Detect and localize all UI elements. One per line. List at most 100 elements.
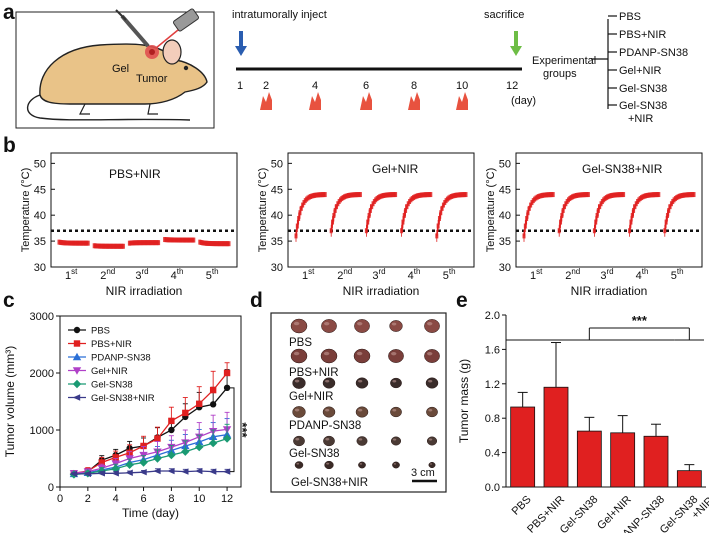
temp-series-line bbox=[129, 241, 159, 244]
x-tick-label: 10 bbox=[193, 493, 205, 505]
temp-series-line bbox=[436, 193, 466, 237]
x-tick-label: 2nd bbox=[100, 267, 115, 282]
gel-spot bbox=[149, 49, 155, 55]
temp-series-line bbox=[94, 245, 124, 248]
tumor-specimen bbox=[321, 319, 337, 333]
laser-icon bbox=[309, 92, 321, 110]
timeline-days: 1 2 4 6 8 10 12 bbox=[237, 80, 518, 92]
sacrifice-arrow-icon bbox=[510, 46, 522, 56]
x-tick-base: 3 bbox=[135, 270, 141, 282]
tumor-highlight bbox=[392, 380, 397, 383]
y-axis-label: Tumor volume (mm³) bbox=[3, 346, 17, 458]
x-tick-label: 1st bbox=[530, 267, 543, 282]
tumor-specimen bbox=[355, 406, 369, 418]
chart-annotation: Gel+NIR bbox=[372, 162, 419, 176]
syringe-plunger bbox=[115, 9, 127, 21]
laser-icon bbox=[360, 92, 372, 110]
y-tick-label: 45 bbox=[499, 184, 511, 196]
photo-row-label: Gel-SN38 bbox=[289, 448, 340, 460]
tumor-highlight bbox=[358, 408, 363, 412]
legend-label: PBS bbox=[91, 326, 110, 337]
group-label: PDANP-SN38 bbox=[619, 47, 688, 59]
group-label: Gel-SN38 +NIR bbox=[619, 100, 667, 125]
y-tick-label: 35 bbox=[271, 236, 283, 248]
tumor-highlight bbox=[325, 379, 330, 383]
y-tick-label: 0.4 bbox=[485, 448, 500, 460]
marker-point bbox=[111, 470, 119, 477]
x-tick-label: 4th bbox=[636, 267, 649, 282]
significance-label: *** bbox=[235, 422, 250, 438]
marker-point bbox=[168, 426, 175, 434]
tumor-highlight bbox=[325, 438, 330, 441]
x-tick-sup: th bbox=[677, 267, 684, 276]
series-gel-sn38-nir bbox=[69, 467, 231, 478]
tumor-highlight bbox=[393, 463, 397, 465]
tumor-specimen bbox=[322, 377, 336, 389]
y-tick-label: 40 bbox=[34, 210, 46, 222]
mouse-eye bbox=[183, 65, 189, 71]
y-tick-label: 0.8 bbox=[485, 413, 500, 425]
marker-point bbox=[208, 468, 217, 475]
x-tick-base: 1 bbox=[302, 270, 308, 282]
x-tick-sup: st bbox=[71, 267, 78, 276]
panel-letter-a: a bbox=[3, 1, 15, 24]
x-tick-base: 2 bbox=[100, 270, 106, 282]
marker-point bbox=[195, 467, 203, 475]
x-tick-label: 1st bbox=[302, 267, 315, 282]
tumor-highlight bbox=[392, 409, 397, 412]
legend-label: Gel-SN38+NIR bbox=[91, 393, 155, 404]
x-tick-base: 3 bbox=[600, 270, 606, 282]
photo-row-label: PDANP-SN38 bbox=[289, 420, 361, 432]
x-tick-label: PBS bbox=[510, 494, 534, 518]
laser-beam bbox=[155, 29, 179, 49]
group-label: Gel-SN38 bbox=[619, 83, 667, 95]
marker-point bbox=[97, 470, 105, 477]
x-tick-base: 3 bbox=[372, 270, 378, 282]
tumor-highlight bbox=[429, 463, 433, 465]
series-line bbox=[73, 428, 228, 474]
bar bbox=[676, 470, 702, 488]
panel-letter-e: e bbox=[456, 289, 468, 312]
x-tick-sup: th bbox=[177, 267, 184, 276]
x-tick-sup: st bbox=[308, 267, 315, 276]
syringe bbox=[120, 14, 150, 48]
x-tick-label: 4 bbox=[113, 493, 119, 505]
panel-a: a Gel Tumor intratumorally inject sacrif… bbox=[3, 1, 688, 129]
x-tick-sup: nd bbox=[106, 267, 115, 276]
tumor-specimen bbox=[426, 406, 438, 418]
y-tick-label: 40 bbox=[271, 210, 283, 222]
bar bbox=[643, 435, 669, 488]
y-tick-label: 30 bbox=[271, 262, 283, 274]
tumor-specimen bbox=[292, 377, 306, 389]
x-tick-base: 4 bbox=[636, 270, 642, 282]
marker-point bbox=[196, 400, 203, 407]
x-tick-base: 4 bbox=[171, 270, 177, 282]
temp-series-line bbox=[664, 193, 695, 231]
tumor-highlight bbox=[326, 462, 330, 465]
x-tick-label: 3rd bbox=[600, 267, 613, 282]
x-tick-sup: st bbox=[536, 267, 543, 276]
tumor-photo: PBS PBS+NIR Gel+NIR PDANP-SN38 Gel-SN38 Gel-S… bbox=[289, 318, 440, 489]
gel-label: Gel bbox=[112, 63, 129, 75]
tumor-highlight bbox=[357, 322, 363, 326]
x-tick-base: 2 bbox=[565, 270, 571, 282]
tumor-specimen bbox=[323, 435, 335, 447]
x-axis-label: NIR irradiation bbox=[571, 284, 648, 298]
x-tick-sup: th bbox=[642, 267, 649, 276]
bar bbox=[576, 430, 602, 488]
marker-point bbox=[154, 435, 161, 442]
tumor-highlight bbox=[428, 409, 433, 412]
tumor-specimen bbox=[388, 349, 404, 363]
panel-c: c 0 1000 2000 3000 0 2 4 6 8 10 12 Time (day) Tumor … bbox=[3, 289, 250, 520]
temp-series-line bbox=[295, 193, 326, 237]
tumor-specimen bbox=[392, 461, 400, 469]
y-tick-label: 45 bbox=[34, 184, 46, 196]
temp-series-line bbox=[330, 193, 361, 231]
tumor-highlight bbox=[325, 408, 330, 412]
group-label-line: +NIR bbox=[628, 113, 653, 125]
y-tick-label: 3000 bbox=[30, 311, 54, 323]
legend-label: Gel+NIR bbox=[91, 366, 128, 377]
x-tick-label: 2nd bbox=[565, 267, 580, 282]
